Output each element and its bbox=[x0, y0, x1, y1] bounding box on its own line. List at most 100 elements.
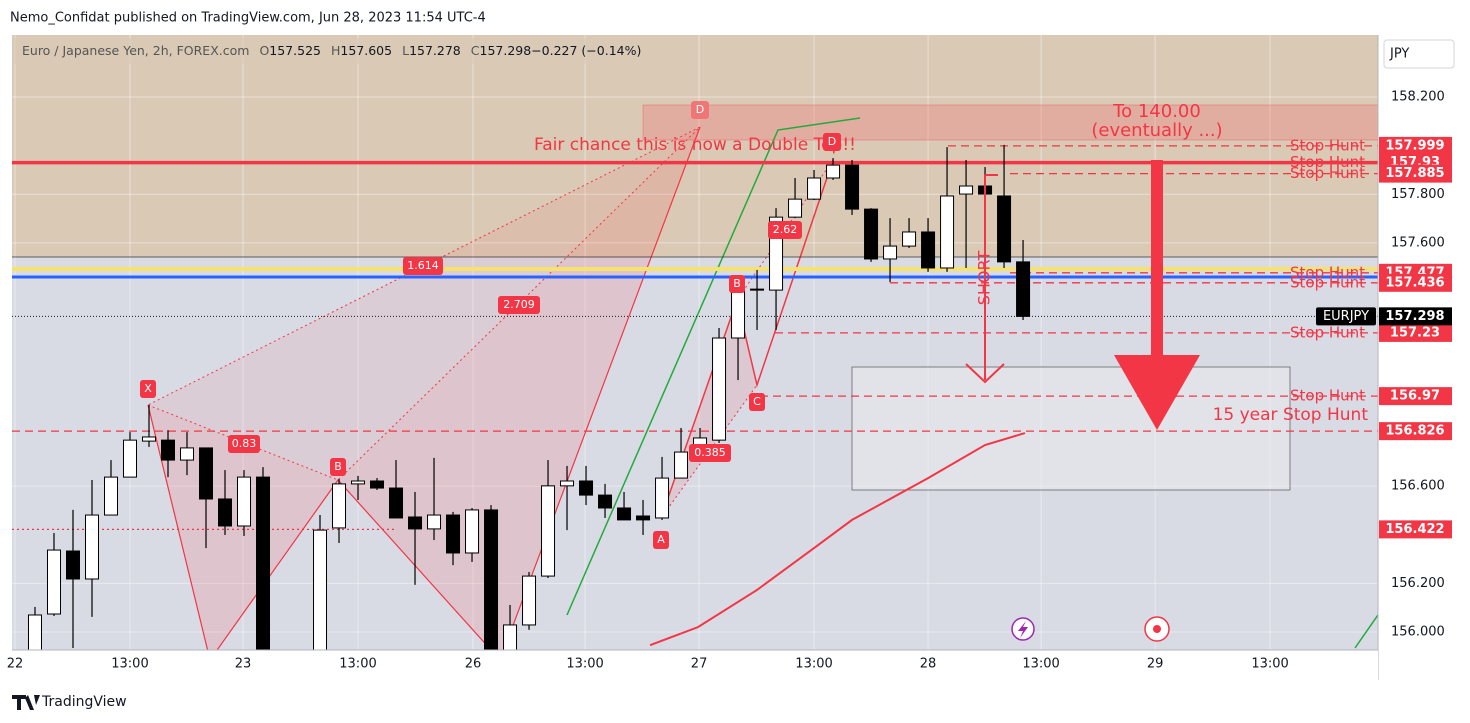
point-label: A bbox=[657, 533, 665, 546]
ohlc-value: 157.298 bbox=[480, 43, 532, 58]
level-note: Stop Hunt bbox=[1290, 273, 1365, 291]
short-arrow bbox=[965, 160, 1200, 430]
candle-body bbox=[617, 507, 632, 521]
candle-body bbox=[845, 164, 860, 210]
pattern-dotted bbox=[660, 384, 758, 519]
candle-body bbox=[902, 231, 917, 247]
ratio-label: 1.614 bbox=[407, 259, 439, 272]
candle-body bbox=[731, 289, 746, 339]
x-tick-label: 13:00 bbox=[795, 657, 832, 672]
symbol: Euro / Japanese Yen, 2h, FOREX.com bbox=[22, 43, 249, 58]
ohlc-value: −0.227 (−0.14%) bbox=[531, 43, 641, 58]
x-tick-label: 26 bbox=[465, 657, 482, 672]
candle-body bbox=[807, 177, 822, 200]
candle-body bbox=[427, 514, 442, 530]
candle-body bbox=[636, 515, 651, 521]
candle-body bbox=[826, 164, 841, 179]
point-label: C bbox=[753, 395, 761, 408]
x-tick-label: 13:00 bbox=[111, 657, 148, 672]
candle-body bbox=[921, 231, 936, 269]
candle-body bbox=[541, 485, 556, 577]
candle-body bbox=[712, 337, 727, 441]
symbol-label: EURJPY bbox=[1323, 309, 1369, 324]
point-badge bbox=[330, 458, 346, 476]
candle-body bbox=[27, 614, 42, 650]
price-box bbox=[1379, 520, 1452, 539]
ohlc-value: 157.525 bbox=[269, 43, 321, 58]
event-icon bbox=[1018, 621, 1028, 638]
trend-line bbox=[566, 117, 861, 616]
candle-body bbox=[598, 494, 613, 509]
candle-body bbox=[237, 476, 252, 527]
pattern-fill bbox=[148, 405, 338, 650]
candles bbox=[27, 144, 1031, 650]
price-box-label: 156.422 bbox=[1385, 522, 1444, 537]
candle-body bbox=[997, 195, 1012, 263]
price-box bbox=[1379, 136, 1452, 155]
candle-body bbox=[199, 447, 214, 500]
big-arrow-shaft bbox=[1151, 160, 1163, 360]
ohlc-key: L bbox=[402, 43, 409, 58]
double-top-note: Fair chance this is now a Double Top!! bbox=[534, 135, 856, 155]
point-label: B bbox=[334, 460, 342, 473]
candle-body bbox=[141, 436, 156, 442]
big-arrow-head bbox=[1114, 355, 1200, 430]
y-tick-label: 158.200 bbox=[1391, 90, 1445, 105]
publisher: Nemo_Confidat published on TradingView.c… bbox=[10, 11, 486, 26]
candle-body bbox=[256, 476, 271, 650]
point-label: B bbox=[733, 277, 741, 290]
candle-body bbox=[503, 624, 518, 650]
candle-body bbox=[1016, 261, 1031, 317]
levels bbox=[12, 145, 1378, 531]
price-box bbox=[1379, 273, 1452, 292]
candle-body bbox=[674, 451, 689, 479]
ratio-badge bbox=[403, 257, 443, 275]
last-price-box bbox=[1379, 307, 1452, 326]
candle-body bbox=[560, 480, 575, 487]
candle-body bbox=[959, 185, 974, 195]
price-box-label: 157.885 bbox=[1385, 166, 1444, 181]
ohlc-value: 157.278 bbox=[409, 43, 461, 58]
candle-body bbox=[788, 198, 803, 218]
candle-body bbox=[465, 509, 480, 554]
x-tick-label: 22 bbox=[7, 657, 24, 672]
price-box-label: 156.826 bbox=[1385, 424, 1444, 439]
time-axis bbox=[12, 650, 1378, 680]
ohlc-key: O bbox=[259, 43, 269, 58]
candle-body bbox=[180, 447, 195, 461]
ratio-label: 2.709 bbox=[503, 298, 535, 311]
price-box-label: 157.23 bbox=[1390, 325, 1440, 340]
candle-body bbox=[579, 480, 594, 496]
ratio-label: 0.83 bbox=[232, 437, 257, 450]
candle-body bbox=[218, 498, 233, 527]
brand: TradingView bbox=[41, 694, 127, 710]
ratio-label: 0.385 bbox=[694, 446, 726, 459]
point-badge bbox=[729, 275, 745, 293]
icons bbox=[1011, 616, 1170, 642]
target-note: To 140.00 bbox=[1112, 101, 1201, 122]
candle-body bbox=[484, 509, 499, 650]
candle-body bbox=[446, 514, 461, 554]
trend-line bbox=[1354, 613, 1378, 649]
candle-body bbox=[389, 487, 404, 519]
point-badge bbox=[749, 393, 765, 411]
candle-body bbox=[161, 439, 176, 461]
candle-body bbox=[522, 575, 537, 626]
price-box-label: 157.436 bbox=[1385, 275, 1444, 290]
short-head bbox=[965, 363, 1005, 384]
level-note: Stop Hunt bbox=[1290, 263, 1365, 281]
price-box-label: 156.97 bbox=[1390, 389, 1440, 404]
short-label: SHORT bbox=[975, 251, 994, 306]
long-hunt-note: 15 year Stop Hunt bbox=[1213, 405, 1369, 425]
pattern-line bbox=[660, 159, 834, 519]
candle-body bbox=[940, 195, 955, 269]
candle-body bbox=[65, 550, 80, 580]
price-box bbox=[1379, 164, 1452, 183]
target-zone bbox=[642, 104, 1378, 141]
ohlc-value: 157.605 bbox=[340, 43, 392, 58]
ratio-badge bbox=[689, 444, 731, 462]
price-box bbox=[1379, 387, 1452, 406]
ratio-badge bbox=[498, 296, 540, 314]
candle-body bbox=[351, 480, 366, 485]
candle-body bbox=[103, 476, 118, 516]
